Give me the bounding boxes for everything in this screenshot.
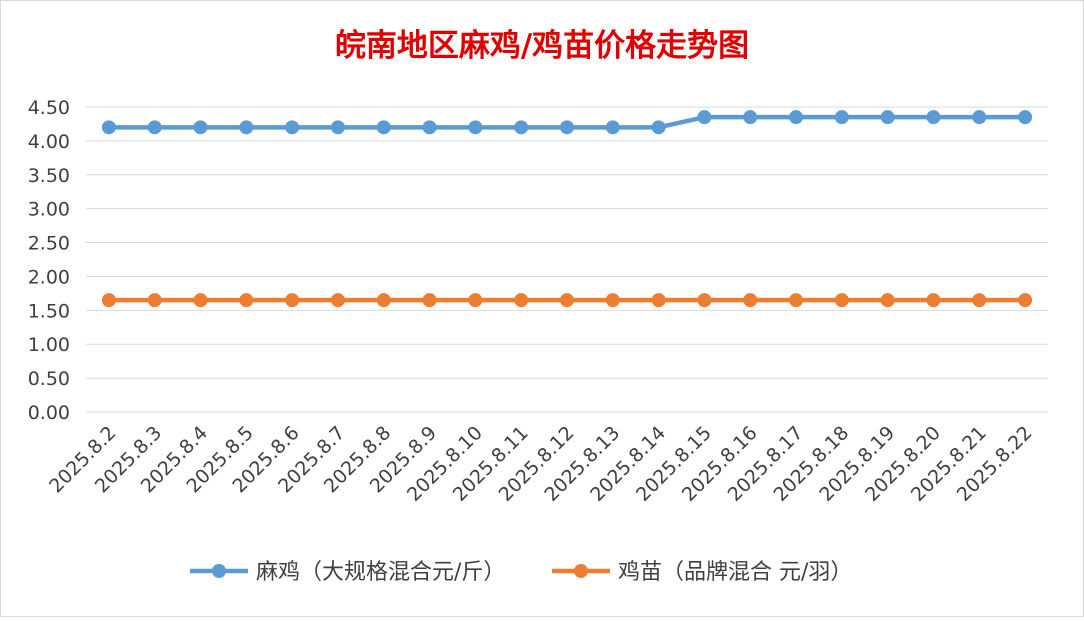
data-point	[697, 110, 712, 125]
data-point	[101, 293, 116, 308]
series-layer	[101, 110, 1033, 308]
data-point	[1018, 293, 1033, 308]
y-tick-label: 2.50	[28, 233, 70, 255]
data-point	[330, 293, 345, 308]
data-point	[147, 293, 162, 308]
data-point	[101, 120, 116, 135]
data-point	[147, 120, 162, 135]
legend-label: 鸡苗（品牌混合 元/羽）	[618, 560, 852, 585]
data-point	[330, 120, 345, 135]
legend: 麻鸡（大规格混合元/斤） 鸡苗（品牌混合 元/羽）	[190, 560, 852, 585]
y-tick-label: 3.00	[28, 199, 70, 221]
data-point	[514, 120, 529, 135]
data-point	[560, 293, 574, 308]
y-tick-label: 3.50	[28, 165, 70, 187]
y-tick-label: 0.00	[28, 402, 70, 424]
data-point	[285, 293, 300, 308]
data-point	[926, 293, 941, 308]
data-point	[1018, 110, 1033, 125]
y-tick-label: 1.00	[28, 334, 70, 356]
y-axis-tick-labels: 0.00 0.50 1.00 1.50 2.00 2.50 3.00 3.50 4.00 4.50	[28, 97, 70, 424]
legend-marker	[212, 564, 226, 578]
y-tick-label: 1.50	[28, 300, 70, 322]
data-point	[376, 293, 391, 308]
data-point	[239, 293, 254, 308]
data-point	[789, 110, 804, 125]
y-tick-label: 4.00	[28, 131, 70, 153]
data-point	[376, 120, 391, 135]
legend-marker	[574, 564, 588, 578]
y-tick-label: 0.50	[28, 368, 70, 390]
y-tick-label: 4.50	[28, 97, 70, 119]
data-point	[422, 120, 437, 135]
data-point	[514, 293, 529, 308]
chart-title: 皖南地区麻鸡/鸡苗价格走势图	[335, 28, 749, 64]
data-point	[239, 120, 254, 135]
data-point	[651, 120, 666, 135]
grid-lines	[86, 106, 1048, 413]
data-point	[880, 293, 895, 308]
data-point	[834, 110, 849, 125]
data-point	[285, 120, 300, 135]
data-point	[193, 120, 208, 135]
data-point	[560, 120, 574, 135]
data-point	[697, 293, 712, 308]
data-point	[834, 293, 849, 308]
data-point	[651, 293, 666, 308]
data-point	[605, 120, 620, 135]
data-point	[789, 293, 804, 308]
data-point	[743, 110, 758, 125]
data-point	[972, 110, 987, 125]
data-point	[468, 293, 483, 308]
data-point	[422, 293, 437, 308]
data-point	[193, 293, 208, 308]
data-point	[880, 110, 895, 125]
data-point	[468, 120, 483, 135]
data-point	[972, 293, 987, 308]
y-tick-label: 2.00	[28, 266, 70, 288]
data-point	[743, 293, 758, 308]
legend-label: 麻鸡（大规格混合元/斤）	[256, 560, 505, 585]
data-point	[926, 110, 941, 125]
data-point	[605, 293, 620, 308]
